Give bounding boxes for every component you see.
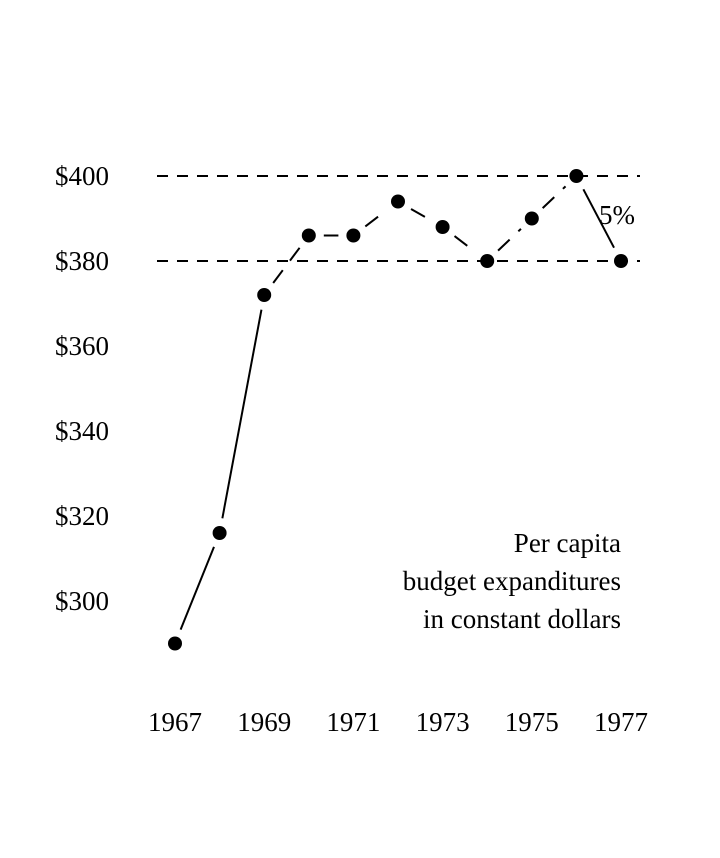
line-segment-1969-1970 [272, 246, 301, 284]
reference-lines [157, 175, 640, 262]
line-segment-1971-1972 [364, 209, 387, 228]
y-tick-label: $400 [55, 161, 109, 191]
caption-line-3: in constant dollars [423, 604, 621, 634]
line-segment-1975-1976 [541, 185, 567, 209]
caption-line-1: Per capita [514, 528, 621, 558]
x-tick-label: 1977 [594, 707, 648, 737]
data-point-1973 [435, 220, 450, 234]
x-tick-label: 1975 [505, 707, 559, 737]
data-point-1971 [346, 228, 361, 243]
y-tick-label: $320 [55, 501, 109, 531]
caption-line-2: budget expanditures [403, 566, 621, 596]
line-segment-1974-1975 [497, 228, 522, 252]
x-axis-ticks: 1967 1969 1971 1973 1975 1977 [148, 707, 648, 737]
y-tick-label: $360 [55, 331, 109, 361]
data-point-1969 [257, 288, 272, 302]
data-point-1968 [212, 526, 227, 540]
y-tick-label: $300 [55, 586, 109, 616]
y-tick-label: $380 [55, 246, 109, 276]
data-point-1977 [614, 254, 628, 268]
line-segment-1968-1969 [221, 309, 263, 519]
data-line [179, 185, 615, 630]
data-point-1967 [168, 636, 182, 651]
data-point-1970 [301, 228, 316, 243]
data-point-1972 [391, 194, 405, 209]
data-point-1975 [524, 211, 539, 226]
difference-label: 5% [599, 200, 635, 230]
y-tick-label: $340 [55, 416, 109, 446]
data-point-1976 [569, 169, 584, 183]
line-segment-1967-1968 [179, 546, 215, 630]
x-tick-label: 1967 [148, 707, 202, 737]
line-segment-1973-1974 [453, 235, 476, 253]
data-points [168, 169, 628, 651]
annotations: 5% Per capita budget expanditures in con… [403, 200, 635, 634]
line-segment-1976-1977 [582, 188, 615, 249]
x-tick-label: 1971 [326, 707, 380, 737]
line-segment-1972-1973 [410, 208, 431, 221]
data-point-1974 [480, 254, 495, 268]
x-tick-label: 1973 [416, 707, 470, 737]
x-tick-label: 1969 [237, 707, 291, 737]
y-axis-ticks: $300 $320 $340 $360 $380 $400 [55, 161, 109, 616]
